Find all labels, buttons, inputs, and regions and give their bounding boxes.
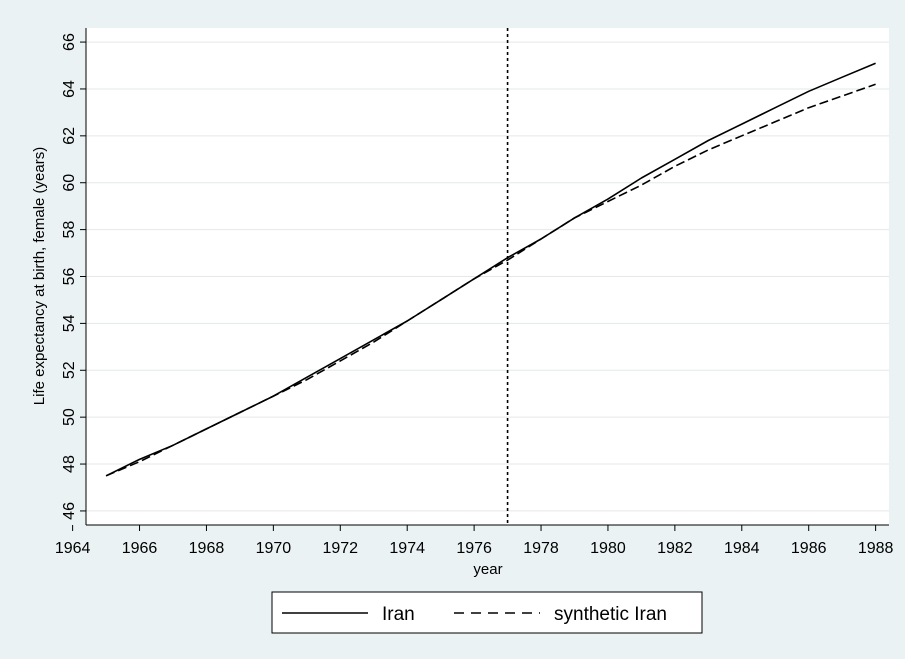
y-tick-label-48: 48	[61, 455, 78, 473]
legend-box	[271, 591, 703, 634]
x-tick-label-1984: 1984	[724, 540, 760, 557]
y-axis-title: Life expectancy at birth, female (years)	[31, 147, 48, 405]
legend-label-synthetic-iran: synthetic Iran	[554, 604, 667, 625]
legend-label-iran: Iran	[382, 604, 415, 625]
x-tick-label-1982: 1982	[657, 540, 693, 557]
x-ticks: 1964 1966 1968 1970 1972 1974 1976 1978 1980 1982…	[55, 525, 894, 557]
y-tick-label-58: 58	[61, 221, 78, 239]
x-tick-label-1976: 1976	[456, 540, 492, 557]
x-axis-title: year	[473, 561, 502, 578]
series-line-synthetic-iran	[105, 83, 876, 477]
y-tick-label-46: 46	[61, 502, 78, 520]
series-group	[105, 62, 876, 477]
y-tick-label-60: 60	[61, 174, 78, 192]
x-tick-label-1964: 1964	[55, 540, 91, 557]
x-tick-label-1968: 1968	[189, 540, 225, 557]
y-tick-label-54: 54	[61, 314, 78, 332]
x-tick-label-1972: 1972	[322, 540, 358, 557]
y-ticks: 46 48 50 52 54 56 58 60 62 64 66	[61, 33, 86, 520]
x-tick-label-1970: 1970	[256, 540, 292, 557]
x-tick-label-1988: 1988	[858, 540, 894, 557]
x-tick-label-1974: 1974	[389, 540, 425, 557]
series-line-iran	[105, 62, 876, 477]
x-tick-label-1978: 1978	[523, 540, 559, 557]
y-tick-label-66: 66	[61, 33, 78, 51]
x-tick-label-1966: 1966	[122, 540, 158, 557]
y-tick-label-52: 52	[61, 361, 78, 379]
x-tick-label-1980: 1980	[590, 540, 626, 557]
grid-lines	[86, 41, 889, 512]
legend: Iran synthetic Iran	[271, 591, 703, 634]
y-tick-label-62: 62	[61, 127, 78, 145]
y-tick-label-56: 56	[61, 268, 78, 286]
y-tick-label-50: 50	[61, 408, 78, 426]
x-tick-label-1986: 1986	[791, 540, 827, 557]
y-tick-label-64: 64	[61, 80, 78, 98]
